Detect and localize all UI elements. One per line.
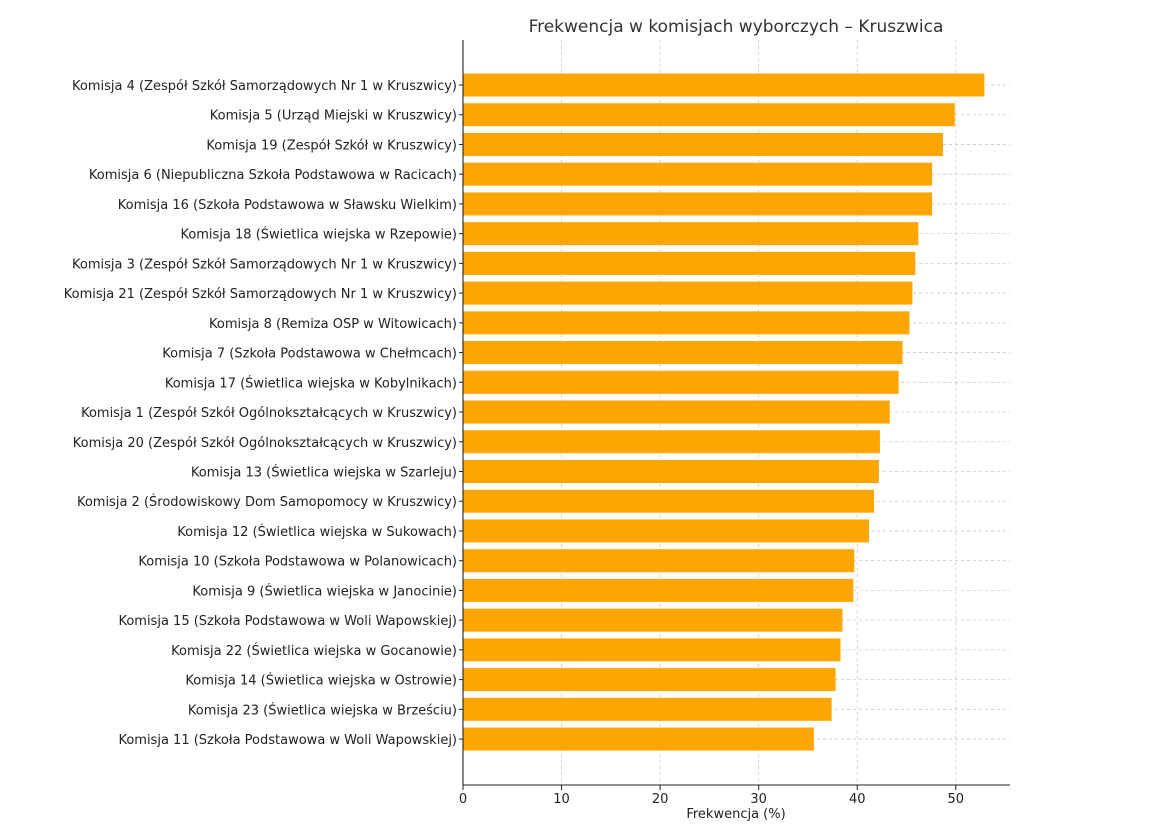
bars-layer bbox=[463, 73, 985, 751]
category-label-7: Komisja 21 (Zespół Szkół Samorządowych N… bbox=[64, 287, 457, 302]
category-label-0: Komisja 4 (Zespół Szkół Samorządowych Nr… bbox=[72, 79, 457, 94]
bar-10 bbox=[463, 370, 899, 394]
category-label-14: Komisja 2 (Środowiskowy Dom Samopomocy w… bbox=[77, 494, 457, 510]
bar-17 bbox=[463, 578, 854, 602]
category-label-18: Komisja 15 (Szkoła Podstawowa w Woli Wap… bbox=[118, 614, 457, 629]
bar-16 bbox=[463, 549, 855, 573]
bar-0 bbox=[463, 73, 985, 97]
category-label-20: Komisja 14 (Świetlica wiejska w Ostrowie… bbox=[185, 673, 457, 689]
x-tick-label-5: 50 bbox=[948, 792, 965, 807]
bar-9 bbox=[463, 341, 903, 365]
bar-11 bbox=[463, 400, 890, 424]
category-labels: Komisja 4 (Zespół Szkół Samorządowych Nr… bbox=[64, 79, 457, 748]
bar-2 bbox=[463, 132, 943, 156]
bar-20 bbox=[463, 668, 836, 692]
category-label-19: Komisja 22 (Świetlica wiejska w Gocanowi… bbox=[171, 643, 457, 659]
chart-title: Frekwencja w komisjach wyborczych – Krus… bbox=[529, 17, 944, 37]
category-label-13: Komisja 13 (Świetlica wiejska w Szarleju… bbox=[191, 464, 457, 480]
category-label-22: Komisja 11 (Szkoła Podstawowa w Woli Wap… bbox=[118, 733, 457, 748]
bar-22 bbox=[463, 727, 814, 751]
category-label-4: Komisja 16 (Szkoła Podstawowa w Sławsku … bbox=[118, 198, 457, 213]
x-tick-label-1: 10 bbox=[553, 792, 570, 807]
category-label-17: Komisja 9 (Świetlica wiejska w Janocinie… bbox=[192, 583, 457, 599]
bar-1 bbox=[463, 103, 955, 127]
bar-7 bbox=[463, 281, 913, 305]
bar-14 bbox=[463, 489, 874, 513]
x-tick-label-2: 20 bbox=[652, 792, 669, 807]
category-label-11: Komisja 1 (Zespół Szkół Ogólnokształcący… bbox=[81, 406, 457, 421]
x-axis-label: Frekwencja (%) bbox=[686, 807, 785, 822]
category-label-6: Komisja 3 (Zespół Szkół Samorządowych Nr… bbox=[72, 257, 457, 272]
bar-8 bbox=[463, 311, 910, 335]
category-label-15: Komisja 12 (Świetlica wiejska w Sukowach… bbox=[177, 524, 457, 540]
bar-13 bbox=[463, 459, 879, 483]
category-label-3: Komisja 6 (Niepubliczna Szkoła Podstawow… bbox=[89, 168, 457, 183]
axes-layer bbox=[459, 40, 1010, 786]
bar-3 bbox=[463, 162, 933, 186]
x-tick-label-3: 30 bbox=[750, 792, 767, 807]
x-tick-label-0: 0 bbox=[459, 792, 467, 807]
bar-4 bbox=[463, 192, 933, 216]
category-label-1: Komisja 5 (Urząd Miejski w Kruszwicy) bbox=[210, 109, 457, 124]
category-label-2: Komisja 19 (Zespół Szkół w Kruszwicy) bbox=[206, 138, 457, 153]
bar-6 bbox=[463, 251, 916, 275]
bar-18 bbox=[463, 608, 843, 632]
bar-21 bbox=[463, 697, 832, 721]
bar-12 bbox=[463, 430, 880, 454]
bar-19 bbox=[463, 638, 841, 662]
bar-15 bbox=[463, 519, 870, 543]
category-label-9: Komisja 7 (Szkoła Podstawowa w Chełmcach… bbox=[162, 347, 457, 362]
x-tick-label-4: 40 bbox=[849, 792, 866, 807]
category-label-16: Komisja 10 (Szkoła Podstawowa w Polanowi… bbox=[138, 555, 457, 570]
category-label-5: Komisja 18 (Świetlica wiejska w Rzepowie… bbox=[180, 227, 457, 243]
category-label-10: Komisja 17 (Świetlica wiejska w Kobylnik… bbox=[165, 375, 457, 391]
x-ticks: 0 10 20 30 40 50 bbox=[459, 785, 964, 807]
bar-5 bbox=[463, 222, 919, 246]
category-label-21: Komisja 23 (Świetlica wiejska w Brześciu… bbox=[188, 702, 457, 718]
category-label-8: Komisja 8 (Remiza OSP w Witowicach) bbox=[209, 317, 457, 332]
category-label-12: Komisja 20 (Zespół Szkół Ogólnokształcąc… bbox=[73, 436, 457, 451]
